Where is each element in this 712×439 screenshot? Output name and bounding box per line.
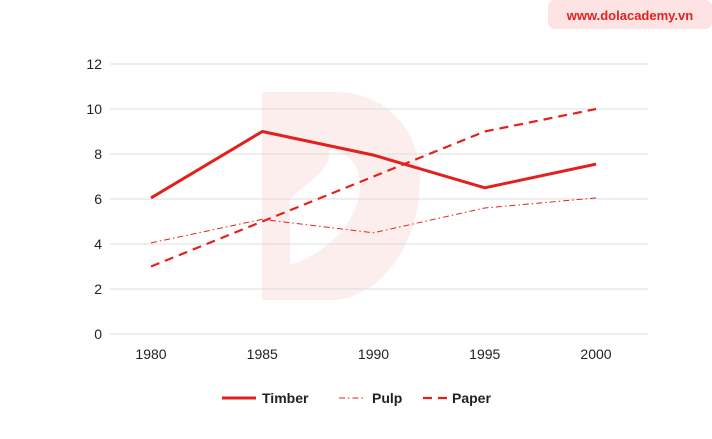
y-tick-label: 4 (94, 236, 102, 252)
y-tick-label: 12 (86, 56, 102, 72)
y-tick-label: 10 (86, 101, 102, 117)
logo-watermark-icon (262, 92, 420, 300)
x-tick-label: 1995 (469, 346, 500, 362)
watermark-badge[interactable] (548, 0, 712, 29)
legend: Timber Pulp Paper (222, 390, 491, 406)
y-axis-ticks: 0 2 4 6 8 10 12 (86, 56, 102, 342)
y-tick-label: 6 (94, 191, 102, 207)
y-tick-label: 8 (94, 146, 102, 162)
y-tick-label: 0 (94, 326, 102, 342)
watermark-text[interactable]: www.dolacademy.vn (566, 8, 693, 23)
gridlines (110, 63, 648, 335)
legend-label-timber: Timber (262, 390, 309, 406)
x-tick-label: 2000 (580, 346, 611, 362)
x-tick-label: 1990 (358, 346, 389, 362)
y-tick-label: 2 (94, 281, 102, 297)
x-tick-label: 1980 (135, 346, 166, 362)
x-tick-label: 1985 (247, 346, 278, 362)
legend-label-pulp: Pulp (372, 390, 402, 406)
x-axis-ticks: 1980 1985 1990 1995 2000 (135, 346, 611, 362)
legend-label-paper: Paper (452, 390, 491, 406)
series-lines (150, 107, 597, 268)
series-line-pulp (150, 197, 597, 244)
series-line-paper (150, 107, 597, 268)
series-line-timber (150, 130, 597, 200)
